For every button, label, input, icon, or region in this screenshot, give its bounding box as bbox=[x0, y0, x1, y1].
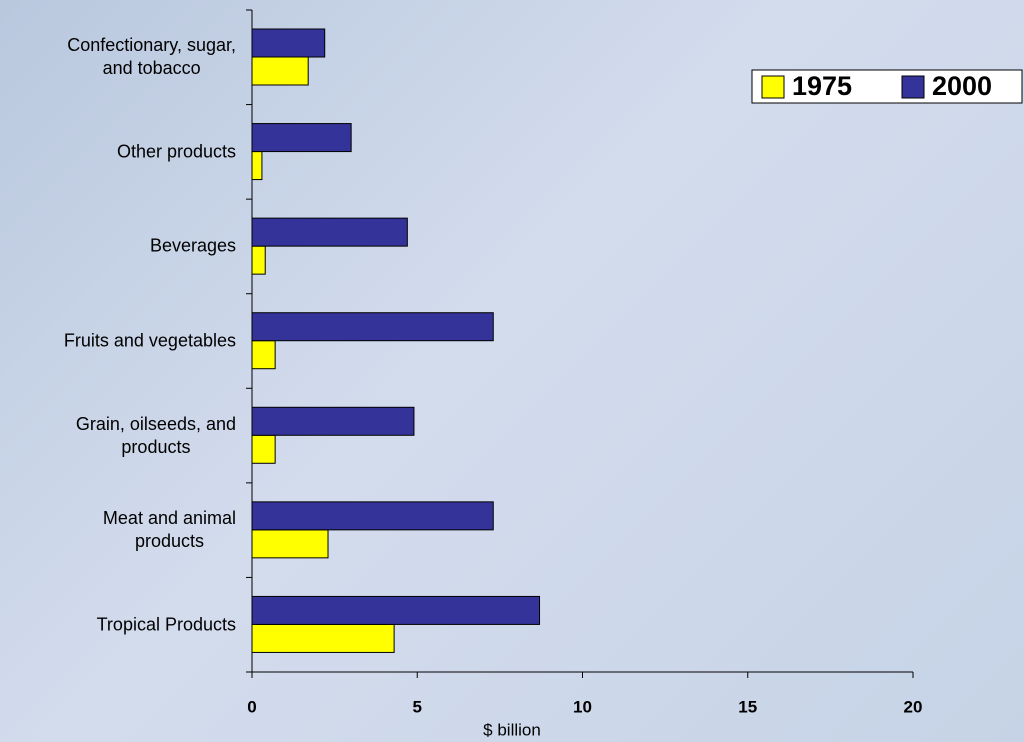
bar bbox=[251, 151, 263, 181]
bar bbox=[251, 529, 329, 559]
legend-box bbox=[751, 69, 1023, 104]
y-tick-label: Confectionary, sugar, and tobacco bbox=[67, 35, 236, 79]
bar bbox=[251, 56, 309, 86]
legend-swatch bbox=[901, 75, 925, 99]
legend-label: 2000 bbox=[932, 71, 992, 101]
y-tick-label: Tropical Products bbox=[96, 614, 236, 635]
y-tick-label: Grain, oilseeds, and products bbox=[75, 413, 236, 457]
bar bbox=[251, 595, 541, 625]
legend-label: 1975 bbox=[792, 71, 852, 101]
x-tick-label: 5 bbox=[413, 697, 422, 716]
bar bbox=[251, 312, 494, 342]
x-tick-label: 20 bbox=[904, 697, 923, 716]
y-tick-label: Other products bbox=[116, 141, 236, 162]
bar bbox=[251, 501, 494, 531]
x-tick-label: 0 bbox=[247, 697, 256, 716]
x-axis-label: $ billion bbox=[483, 720, 541, 739]
bar bbox=[251, 406, 415, 436]
bar bbox=[251, 623, 395, 653]
y-tick-label: Meat and animal products bbox=[102, 508, 236, 552]
x-tick-label: 10 bbox=[573, 697, 592, 716]
legend: 1975 2000 bbox=[751, 69, 1023, 104]
y-tick-label: Beverages bbox=[149, 235, 236, 256]
x-tick-label: 15 bbox=[738, 697, 757, 716]
bar bbox=[251, 28, 326, 58]
bar bbox=[251, 123, 352, 153]
legend-swatch bbox=[761, 75, 785, 99]
bar bbox=[251, 217, 408, 247]
y-tick-label: Fruits and vegetables bbox=[63, 330, 236, 351]
bar bbox=[251, 245, 266, 275]
bar bbox=[251, 340, 276, 370]
bar bbox=[251, 434, 276, 464]
